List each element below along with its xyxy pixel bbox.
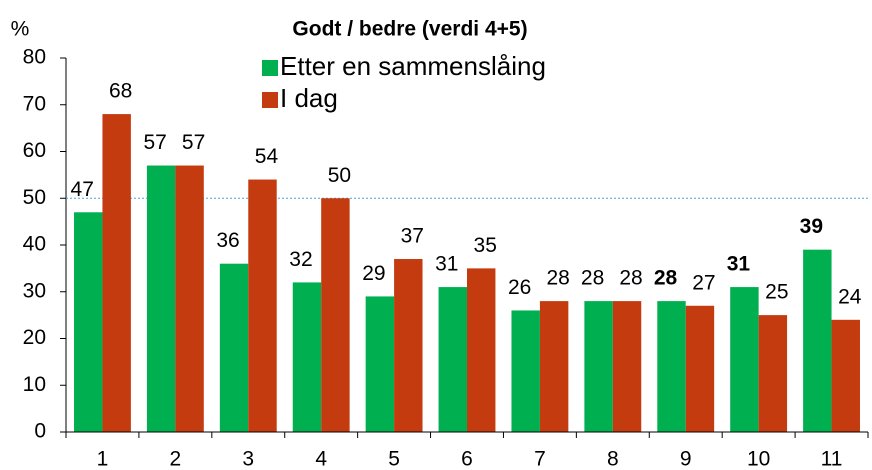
y-tick-label: 40 [23,233,46,256]
legend-swatch [262,60,278,76]
bar [146,165,176,432]
bar [803,249,832,432]
x-tick-label: 9 [680,448,692,470]
bar [467,268,496,432]
bar [730,287,759,432]
y-tick-label: 0 [34,420,46,443]
legend-swatch [262,92,278,108]
y-tick-label: 70 [23,92,46,115]
data-label: 32 [289,248,312,271]
x-tick-label: 1 [97,448,109,470]
bar [657,301,686,432]
bar [511,310,540,432]
x-tick-label: 10 [747,448,770,470]
data-label: 47 [71,178,94,201]
x-tick-label: 7 [534,448,546,470]
chart-title: Godt / bedre (verdi 4+5) [292,18,527,41]
data-label: 31 [727,253,751,276]
x-tick-label: 3 [242,448,254,470]
y-tick-label: 30 [23,279,46,302]
data-label: 68 [109,80,132,103]
x-tick-label: 8 [607,448,619,470]
data-label: 57 [182,131,205,154]
data-label: 29 [362,262,385,285]
x-tick-label: 4 [315,448,327,470]
bar [394,259,423,432]
y-tick-label: 50 [23,186,46,209]
bar [831,319,860,432]
data-label: 27 [692,271,715,294]
data-label: 28 [654,267,678,290]
y-tick-label: 80 [23,46,46,69]
bar [248,179,277,432]
y-tick-label: 10 [23,373,46,396]
x-tick-label: 6 [461,448,473,470]
data-label: 28 [581,267,604,290]
x-tick-label: 2 [170,448,182,470]
bar [584,301,613,432]
bar [539,301,569,432]
bar [365,296,395,432]
data-label: 28 [546,267,569,290]
data-label: 25 [765,281,788,304]
x-tick-label: 5 [388,448,400,470]
bar [219,263,249,432]
y-tick-label: 20 [23,326,46,349]
data-label: 35 [474,234,497,257]
data-label: 26 [508,276,531,299]
data-label: 31 [435,253,458,276]
data-label: 54 [255,145,279,168]
data-label: 39 [800,215,823,238]
bar [685,305,715,432]
legend-label: I dag [280,83,338,113]
y-tick-label: 60 [23,139,46,162]
data-label: 57 [143,131,166,154]
data-label: 50 [328,164,351,187]
bar [74,212,103,432]
bar [175,165,204,432]
bar [438,287,467,432]
data-label: 24 [838,285,862,308]
data-label: 36 [216,229,239,252]
data-label: 28 [619,267,642,290]
bar [321,198,350,432]
bar [758,315,788,432]
bar [612,301,642,432]
bar [292,282,322,432]
legend-label: Etter en sammenslåing [280,51,546,81]
data-label: 37 [401,225,424,248]
x-tick-label: 11 [821,448,843,470]
y-axis-label: % [11,18,30,41]
bar [102,114,131,432]
